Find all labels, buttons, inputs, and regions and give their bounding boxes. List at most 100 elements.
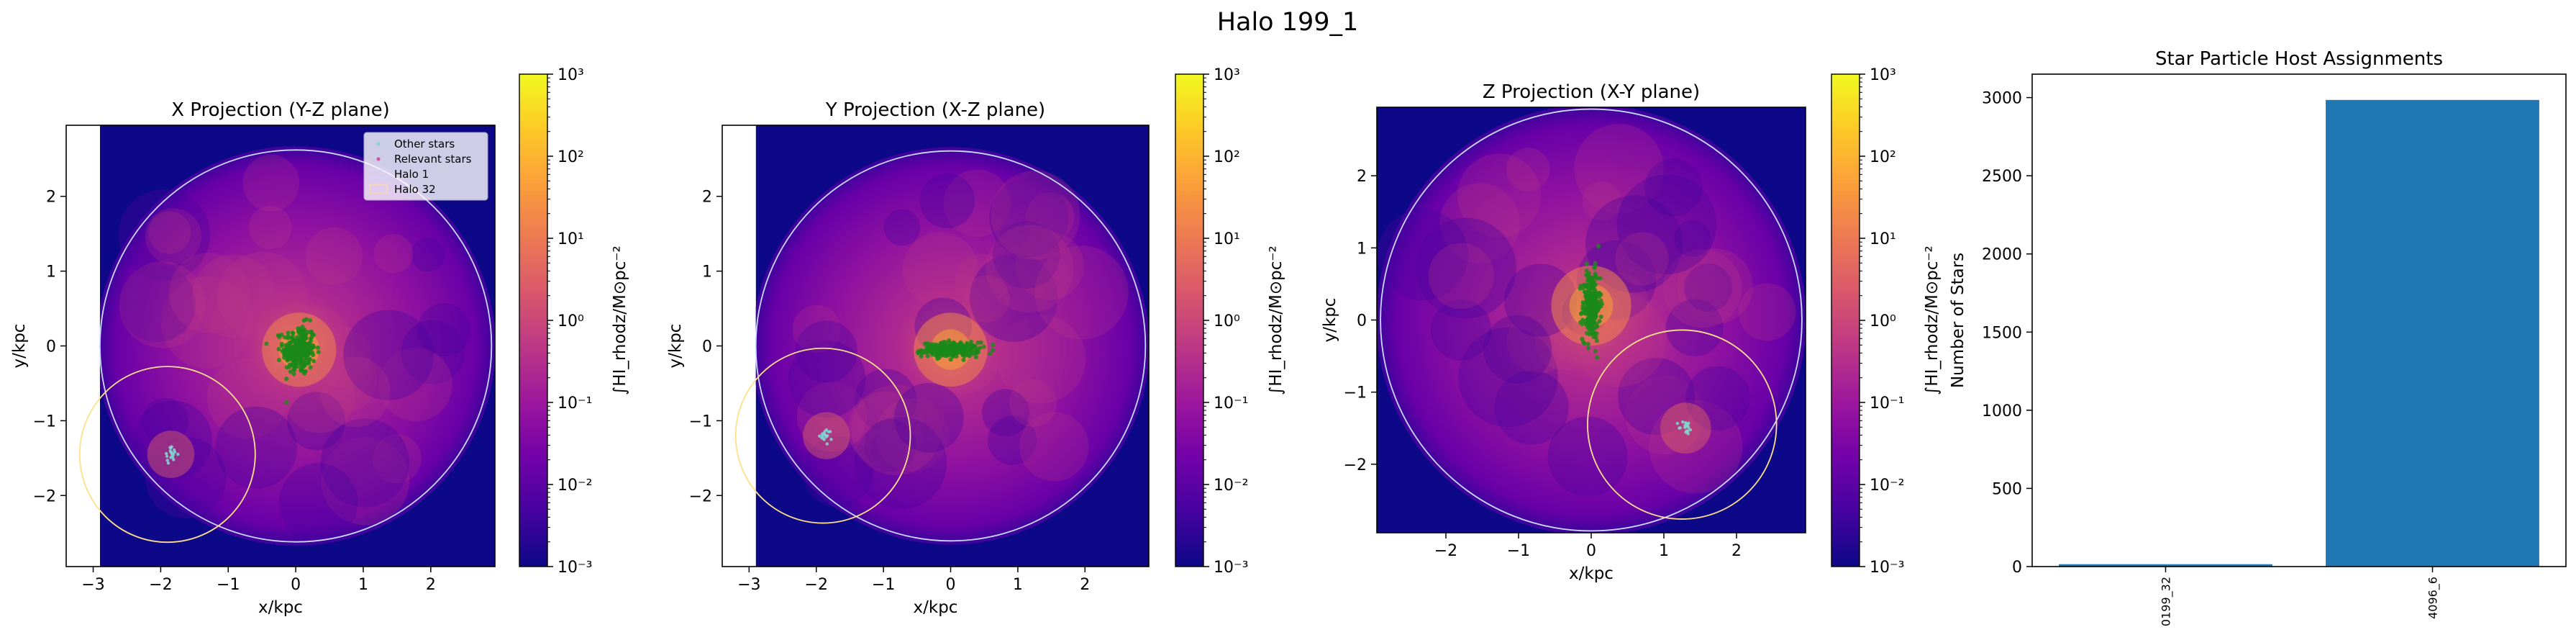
relevant-star [947, 346, 952, 351]
colorbar-tick-label: 10³ [557, 66, 584, 84]
gas-structure [864, 419, 916, 472]
legend: Other stars Relevant stars Halo 1 Halo 32 [363, 132, 488, 201]
gas-structure [848, 391, 924, 468]
y-tick-label: 500 [1992, 480, 2022, 498]
relevant-star [304, 346, 309, 351]
y-tick-label: 1 [702, 263, 712, 281]
gas-structure [343, 310, 434, 400]
relevant-star [291, 366, 296, 371]
panel-title: Y Projection (X-Z plane) [825, 99, 1045, 121]
x-tick-label: 4096_6 [2426, 577, 2441, 619]
relevant-star [988, 351, 993, 356]
gas-structure [1644, 158, 1703, 217]
gas-structure [1665, 299, 1724, 356]
relevant-star [1594, 321, 1599, 326]
other-star [1686, 432, 1690, 436]
relevant-star [991, 343, 996, 348]
bar-panel: 0199_32 4096_6 0 500 1000 1500 2000 2500 3000 Sta… [1949, 48, 2567, 626]
gas-structure [1506, 309, 1571, 374]
relevant-star [963, 351, 968, 356]
x-tick-label: 0 [291, 576, 301, 594]
relevant-star [301, 364, 306, 369]
gas-structure [986, 225, 1074, 313]
other-star [1688, 428, 1693, 432]
colorbar-tick-label: 10⁻¹ [1214, 395, 1248, 413]
relevant-star [1580, 306, 1585, 311]
other-star [171, 458, 176, 461]
gas-structure [1019, 412, 1089, 482]
other-star [822, 437, 825, 441]
colorbar-label: ∫HI_rhodz/M⊙pc⁻² [611, 245, 629, 395]
relevant-star [315, 345, 320, 350]
relevant-star [300, 343, 305, 348]
relevant-star [922, 341, 927, 346]
panel-title: X Projection (Y-Z plane) [171, 99, 390, 121]
relevant-star [1588, 321, 1593, 326]
gas-structure [1663, 248, 1742, 328]
relevant-star [311, 359, 316, 364]
density-image [755, 125, 1149, 567]
relevant-star [1584, 272, 1589, 277]
colorbar-tick-label: 10⁻² [1870, 477, 1904, 495]
gas-structure [192, 254, 276, 338]
colorbar-label: ∫HI_rhodz/M⊙pc⁻² [1267, 245, 1285, 395]
relevant-star [299, 369, 304, 374]
gas-structure [1738, 283, 1796, 341]
relevant-star [276, 346, 281, 351]
gas-structure [981, 389, 1030, 437]
relevant-star [934, 349, 939, 354]
relevant-star [284, 400, 289, 405]
x-tick-label: −3 [737, 576, 760, 594]
legend-entry: Relevant stars [394, 153, 472, 166]
gas-structure [955, 253, 1009, 307]
x-tick-label: 0199_32 [2159, 577, 2174, 626]
other-star [818, 434, 822, 438]
y-axis-label: Number of Stars [1949, 253, 1967, 388]
relevant-star [935, 356, 940, 361]
relevant-star [950, 354, 955, 359]
y-tick-label: 1 [46, 263, 56, 281]
relevant-star [1578, 320, 1583, 325]
y-tick-label: −2 [1344, 456, 1367, 474]
other-star [1678, 426, 1681, 430]
relevant-star [290, 363, 295, 368]
x-axis-label: x/kpc [1569, 564, 1614, 583]
gas-structure [989, 178, 1069, 258]
colorbar [1831, 73, 1860, 567]
gas-structure [1582, 181, 1621, 221]
relevant-star [1593, 348, 1598, 353]
relevant-star [938, 347, 943, 352]
gas-structure [133, 400, 213, 479]
relevant-star [310, 345, 315, 350]
y-tick-label: 0 [46, 338, 56, 356]
x-tick-label: 1 [1659, 542, 1669, 560]
relevant-star [291, 355, 296, 360]
x-tick-label: −2 [149, 576, 172, 594]
relevant-star [291, 348, 296, 353]
gas-structure [1415, 217, 1516, 319]
gas-structure [145, 437, 227, 519]
bar-4096_6 [2326, 99, 2539, 567]
gas-structure [1616, 174, 1717, 274]
other-star [825, 442, 829, 446]
gas-structure [142, 397, 188, 444]
relevant-star [301, 335, 306, 340]
other-star [827, 430, 830, 434]
relevant-star [1588, 285, 1593, 290]
colorbar-tick-label: 10³ [1870, 66, 1896, 84]
relevant-star [1594, 331, 1599, 336]
relevant-star [1597, 303, 1602, 308]
gas-structure [1684, 263, 1733, 312]
legend-box [363, 132, 488, 201]
gas-structure [1430, 299, 1492, 361]
gas-structure [992, 221, 1060, 289]
relevant-star [294, 344, 299, 349]
relevant-star [978, 340, 983, 345]
x-tick-label: 2 [1080, 576, 1090, 594]
gas-structure [854, 369, 917, 431]
axes-frame [2031, 73, 2567, 567]
other-star [829, 438, 833, 441]
y-axis-label: y/kpc [10, 324, 29, 369]
gas-structure [1615, 232, 1669, 286]
relevant-star [286, 343, 291, 348]
